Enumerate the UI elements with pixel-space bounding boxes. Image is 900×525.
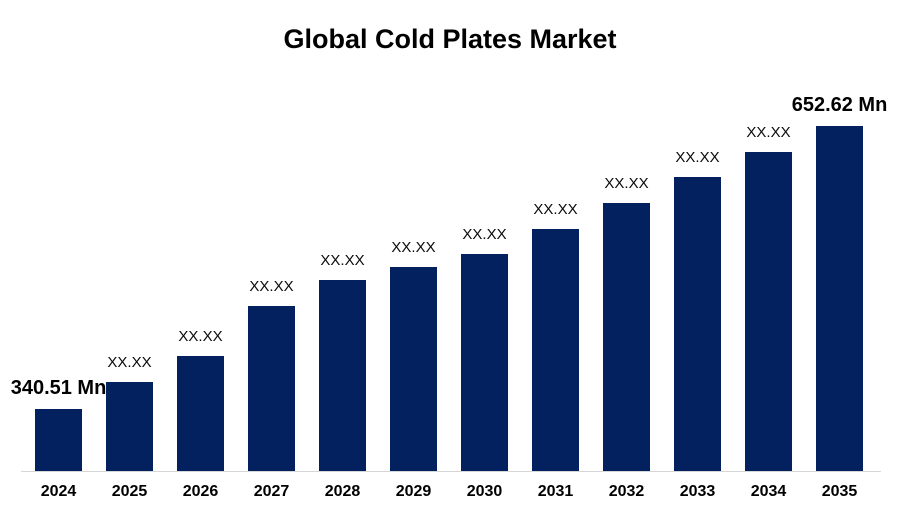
bar-2030: [461, 254, 508, 472]
bar-value-label-2033: XX.XX: [675, 148, 720, 166]
x-axis-tick-label-2024: 2024: [40, 483, 77, 500]
bar-group-2035: 652.62 Mn: [792, 94, 887, 472]
bar-group-2034: XX.XX: [733, 123, 804, 472]
bar-group-2027: XX.XX: [236, 277, 307, 472]
bar-2028: [319, 280, 366, 472]
bar-group-2026: XX.XX: [165, 327, 236, 472]
x-axis-tick-label-2030: 2030: [466, 483, 503, 500]
x-axis-line: [21, 471, 881, 472]
x-axis-tick-label-2027: 2027: [253, 483, 290, 500]
x-axis-tick-label-2029: 2029: [395, 483, 432, 500]
bar-value-label-2031: XX.XX: [533, 200, 578, 218]
bar-group-2030: XX.XX: [449, 225, 520, 472]
bar-2031: [532, 229, 579, 472]
x-axis-tick-label-2034: 2034: [750, 483, 787, 500]
bar-2032: [603, 203, 650, 472]
bar-group-2033: XX.XX: [662, 148, 733, 472]
bar-value-label-2030: XX.XX: [462, 225, 507, 243]
bar-group-2024: 340.51 Mn: [11, 377, 106, 472]
x-axis-tick-label-2035: 2035: [821, 483, 858, 500]
plot-area: 340.51 Mn XX.XX XX.XX XX.XX XX.XX XX.XX XX.XX X…: [11, 90, 887, 472]
bar-group-2029: XX.XX: [378, 238, 449, 472]
bar-2033: [674, 177, 721, 472]
bar-2026: [177, 356, 224, 472]
x-axis-tick-label-2026: 2026: [182, 483, 219, 500]
bar-value-label-2024: 340.51 Mn: [10, 377, 107, 399]
bar-group-2025: XX.XX: [94, 353, 165, 472]
bar-value-label-2027: XX.XX: [249, 277, 294, 295]
bar-group-2028: XX.XX: [307, 251, 378, 472]
bar-value-label-2032: XX.XX: [604, 174, 649, 192]
x-axis-tick-label-2025: 2025: [111, 483, 148, 500]
x-axis-tick-label-2028: 2028: [324, 483, 361, 500]
bar-value-label-2029: XX.XX: [391, 238, 436, 256]
bar-2024: [35, 409, 82, 472]
bar-2029: [390, 267, 437, 472]
bar-value-label-2026: XX.XX: [178, 327, 223, 345]
bar-group-2031: XX.XX: [520, 200, 591, 472]
chart-title: Global Cold Plates Market: [283, 24, 617, 54]
x-axis-tick-label-2032: 2032: [608, 483, 645, 500]
bar-2035: [816, 126, 863, 472]
bar-2025: [106, 382, 153, 472]
bar-value-label-2025: XX.XX: [107, 353, 152, 371]
x-axis-tick-label-2033: 2033: [679, 483, 716, 500]
bar-2034: [745, 152, 792, 472]
bar-value-label-2035: 652.62 Mn: [791, 94, 888, 116]
bar-value-label-2034: XX.XX: [746, 123, 791, 141]
bar-2027: [248, 306, 295, 472]
bar-value-label-2028: XX.XX: [320, 251, 365, 269]
x-axis-tick-label-2031: 2031: [537, 483, 574, 500]
bar-group-2032: XX.XX: [591, 174, 662, 472]
